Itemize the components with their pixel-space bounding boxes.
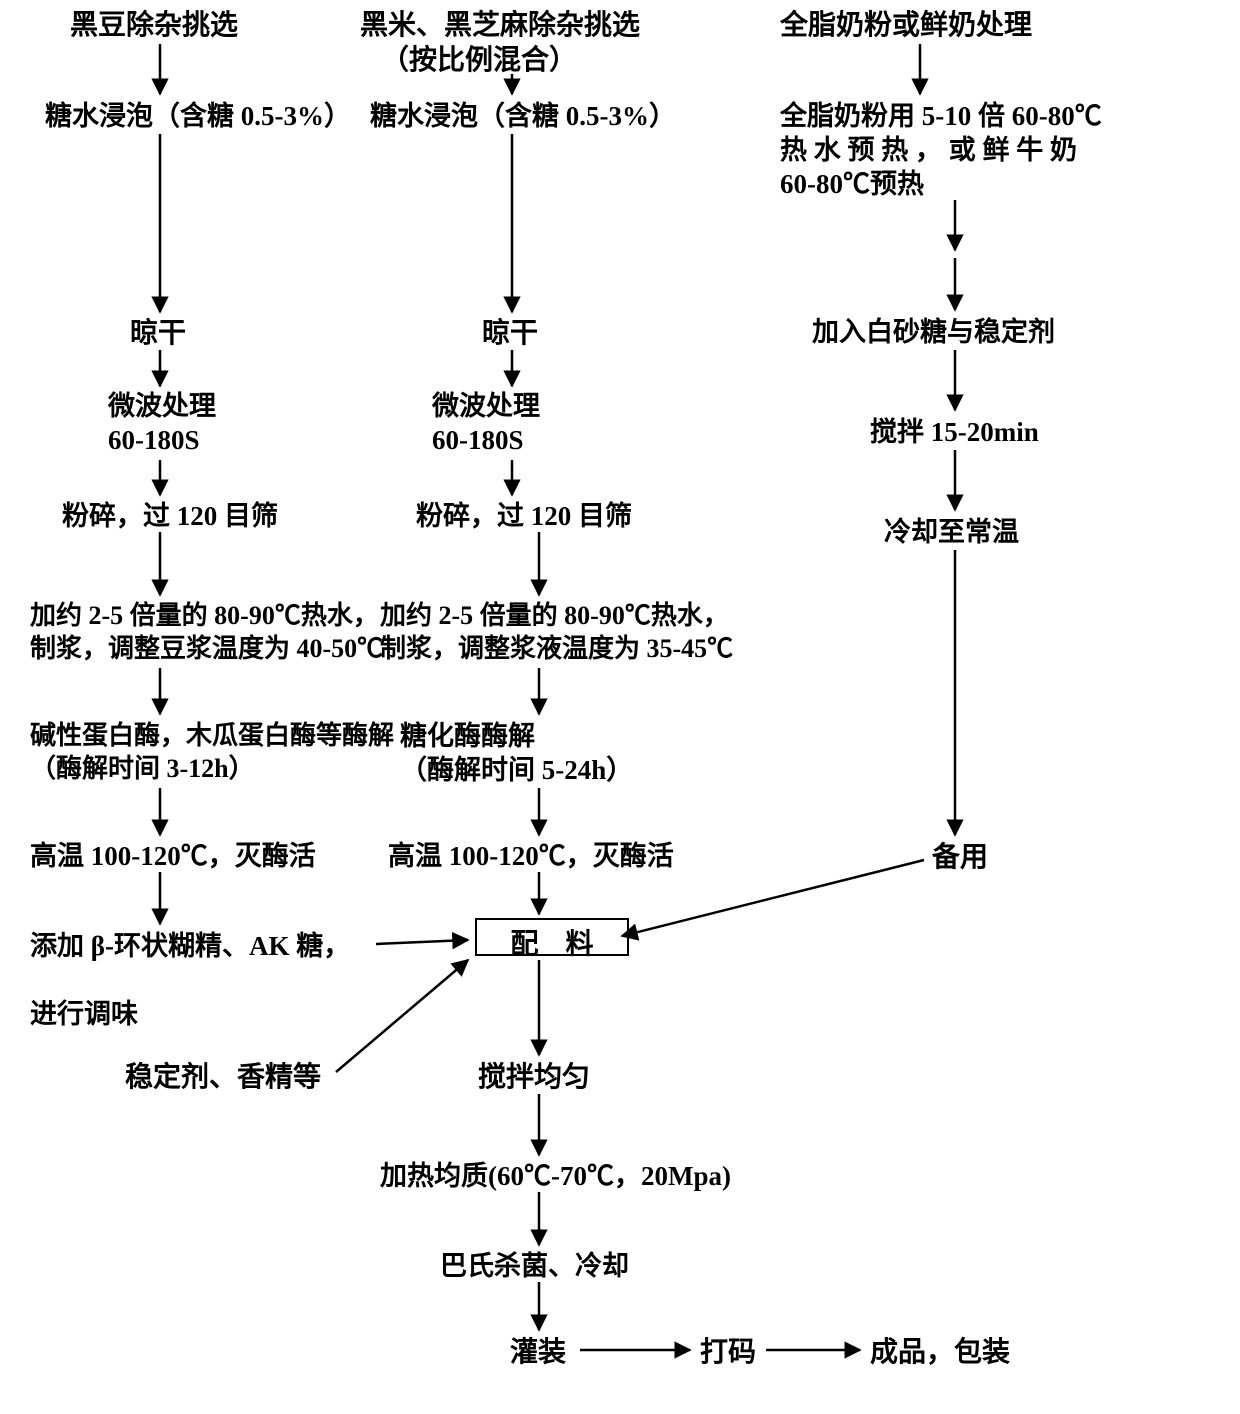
flow-node: 碱性蛋白酶，木瓜蛋白酶等酶解 （酶解时间 3-12h） [30, 720, 394, 785]
flow-node: 微波处理 60-180S [108, 390, 216, 458]
flow-node: 打码 [700, 1335, 756, 1370]
flow-node: 成品，包装 [870, 1335, 1010, 1370]
flow-node: 搅拌均匀 [478, 1060, 590, 1095]
flow-node: 黑米、黑芝麻除杂挑选 （按比例混合） [360, 8, 640, 78]
flow-node: 灌装 [510, 1335, 566, 1370]
flow-node: 糖化酶酶解 （酶解时间 5-24h） [400, 720, 633, 788]
flow-node: 粉碎，过 120 目筛 [416, 500, 632, 534]
flow-node: 加约 2-5 倍量的 80-90℃热水， 制浆，调整浆液温度为 35-45℃ [380, 600, 733, 665]
flow-node: 糖水浸泡（含糖 0.5-3%） [370, 100, 676, 134]
flow-node: 黑豆除杂挑选 [70, 8, 238, 43]
flow-node: 搅拌 15-20min [870, 416, 1039, 450]
flow-node: 糖水浸泡（含糖 0.5-3%） [45, 100, 351, 134]
flow-node: 高温 100-120℃，灭酶活 [388, 840, 674, 874]
flow-node: 加热均质(60℃-70℃，20Mpa) [380, 1160, 731, 1194]
flow-node: 备用 [932, 840, 988, 875]
flow-node: 全脂奶粉或鲜奶处理 [780, 8, 1032, 43]
flow-node: 稳定剂、香精等 [125, 1060, 321, 1095]
flow-node: 粉碎，过 120 目筛 [62, 500, 278, 534]
mix-box: 配 料 [475, 918, 629, 956]
flow-node: 微波处理 60-180S [432, 390, 540, 458]
flow-node: 加约 2-5 倍量的 80-90℃热水， 制浆，调整豆浆温度为 40-50℃ [30, 600, 383, 665]
flow-node: 巴氏杀菌、冷却 [440, 1250, 629, 1284]
flow-node: 冷却至常温 [884, 516, 1019, 550]
flow-arrows [0, 0, 1240, 1414]
flow-node: 添加 β-环状糊精、AK 糖， 进行调味 [30, 930, 350, 1031]
flow-node: 晾干 [482, 316, 538, 351]
flow-node: 高温 100-120℃，灭酶活 [30, 840, 316, 874]
flow-node: 全脂奶粉用 5-10 倍 60-80℃ 热 水 预 热 ， 或 鲜 牛 奶 60… [780, 100, 1102, 201]
flow-node: 晾干 [130, 316, 186, 351]
flow-node: 加入白砂糖与稳定剂 [812, 316, 1055, 350]
